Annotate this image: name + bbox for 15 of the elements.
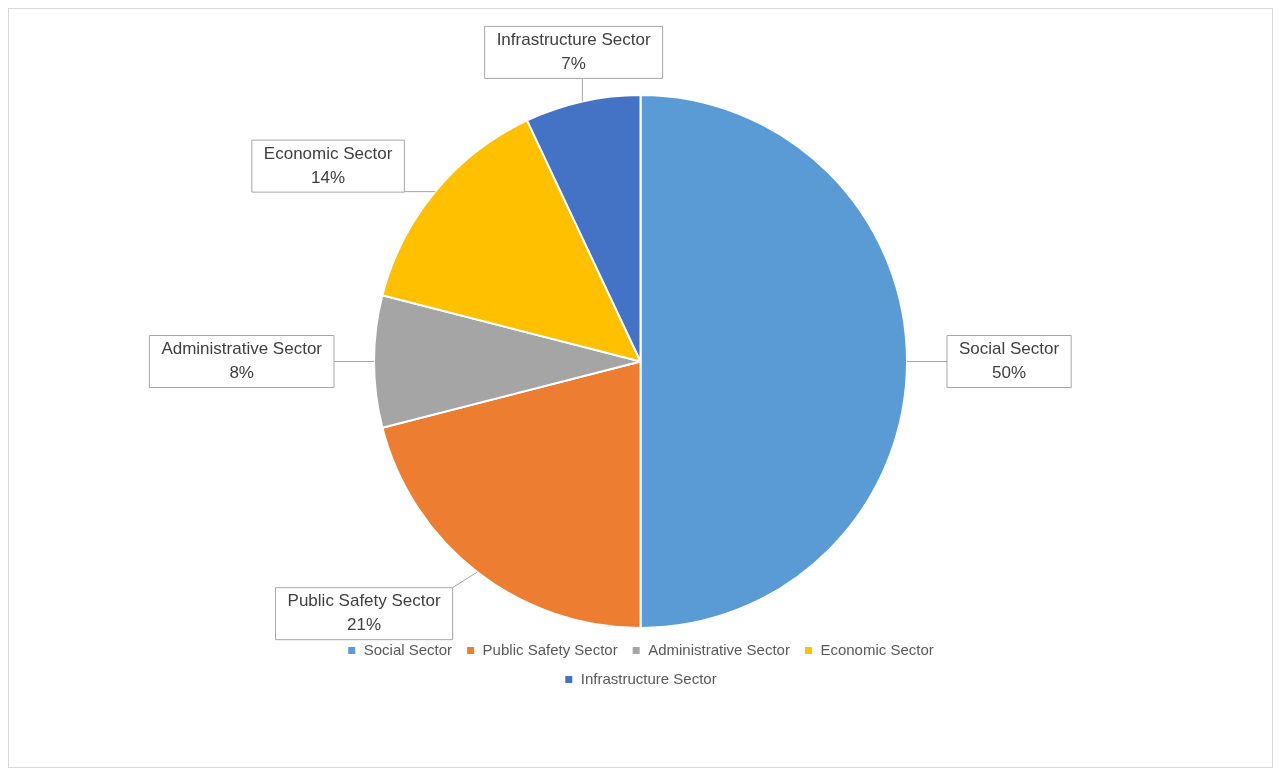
data-label: 8% (229, 363, 254, 383)
slice-label: Infrastructure Sector (496, 30, 651, 50)
slice-label: Social Sector (958, 339, 1060, 359)
slice-label: Administrative Sector (161, 339, 323, 359)
slice-label: Public Safety Sector (287, 591, 441, 611)
legend-label: Economic Sector (820, 640, 934, 658)
legend-label: Public Safety Sector (482, 640, 618, 658)
data-label: 21% (347, 615, 382, 635)
data-label: 50% (992, 363, 1027, 383)
data-label: 14% (311, 167, 346, 187)
slice-label: Economic Sector (263, 143, 393, 163)
data-label: 7% (561, 54, 586, 74)
legend-label: Infrastructure Sector (580, 669, 717, 687)
legend-label: Administrative Sector (648, 640, 790, 658)
legend-label: Social Sector (363, 640, 453, 658)
